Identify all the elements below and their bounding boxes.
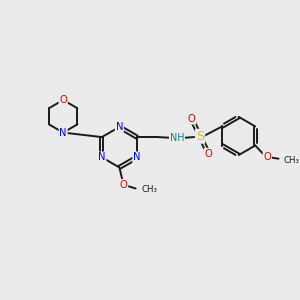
Text: NH: NH [170, 134, 184, 143]
Text: N: N [133, 152, 141, 162]
Text: S: S [196, 130, 204, 143]
Text: CH₃: CH₃ [142, 185, 158, 194]
Text: O: O [205, 149, 212, 159]
Text: O: O [188, 114, 196, 124]
Text: O: O [263, 152, 271, 162]
Text: O: O [59, 95, 67, 105]
Text: O: O [120, 180, 128, 190]
Text: N: N [59, 128, 67, 138]
Text: N: N [98, 152, 106, 162]
Text: CH₃: CH₃ [284, 156, 300, 165]
Text: N: N [116, 122, 123, 132]
